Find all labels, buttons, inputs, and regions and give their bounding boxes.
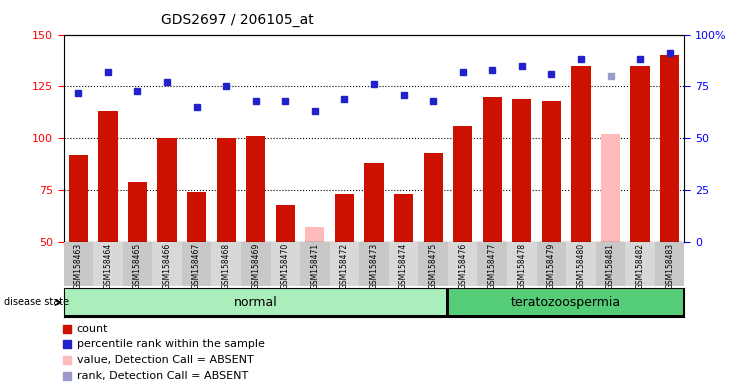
Text: GSM158465: GSM158465	[133, 243, 142, 290]
Bar	[566, 242, 595, 286]
Bar	[507, 242, 536, 286]
Bar	[394, 194, 413, 242]
Bar	[157, 138, 177, 242]
Bar	[601, 134, 620, 242]
Text: GSM158470: GSM158470	[280, 243, 289, 290]
Bar	[271, 242, 300, 286]
Text: GSM158478: GSM158478	[518, 243, 527, 290]
Text: disease state: disease state	[4, 297, 69, 308]
Bar	[389, 242, 418, 286]
Text: GSM158472: GSM158472	[340, 243, 349, 290]
Text: GSM158471: GSM158471	[310, 243, 319, 290]
Bar	[98, 111, 117, 242]
Text: GSM158479: GSM158479	[547, 243, 556, 290]
Bar	[359, 242, 389, 286]
Bar	[187, 192, 206, 242]
Text: rank, Detection Call = ABSENT: rank, Detection Call = ABSENT	[76, 371, 248, 381]
Bar	[448, 242, 477, 286]
Bar	[153, 242, 182, 286]
Bar	[94, 242, 123, 286]
Text: GSM158468: GSM158468	[221, 243, 230, 290]
Bar	[330, 242, 359, 286]
Text: GSM158480: GSM158480	[577, 243, 586, 290]
Text: GSM158463: GSM158463	[74, 243, 83, 290]
Bar	[595, 242, 625, 286]
Bar	[241, 242, 271, 286]
Text: GSM158473: GSM158473	[370, 243, 378, 290]
Bar	[660, 55, 679, 242]
Bar	[536, 242, 566, 286]
Bar	[69, 155, 88, 242]
Bar	[65, 290, 447, 315]
Text: GSM158483: GSM158483	[665, 243, 674, 290]
Bar	[542, 101, 561, 242]
Bar	[128, 182, 147, 242]
Bar	[305, 227, 325, 242]
Bar	[654, 242, 684, 286]
Bar	[217, 138, 236, 242]
Text: GSM158482: GSM158482	[636, 243, 645, 289]
Bar	[246, 136, 266, 242]
Bar	[477, 242, 507, 286]
Bar	[418, 242, 448, 286]
Text: GSM158466: GSM158466	[162, 243, 171, 290]
Bar	[364, 163, 384, 242]
Bar	[212, 242, 241, 286]
Text: GSM158476: GSM158476	[459, 243, 468, 290]
Text: GSM158467: GSM158467	[192, 243, 201, 290]
Text: GDS2697 / 206105_at: GDS2697 / 206105_at	[161, 13, 313, 27]
Bar	[571, 66, 591, 242]
Bar	[482, 97, 502, 242]
Bar	[123, 242, 153, 286]
Text: GSM158477: GSM158477	[488, 243, 497, 290]
Bar	[512, 99, 531, 242]
Text: value, Detection Call = ABSENT: value, Detection Call = ABSENT	[76, 355, 254, 365]
Text: teratozoospermia: teratozoospermia	[511, 296, 622, 309]
Bar	[625, 242, 654, 286]
Bar	[453, 126, 472, 242]
Bar	[335, 194, 354, 242]
Bar	[64, 242, 94, 286]
Bar	[182, 242, 212, 286]
Bar	[300, 242, 330, 286]
Bar	[423, 153, 443, 242]
Text: GSM158464: GSM158464	[103, 243, 112, 290]
Bar	[631, 66, 650, 242]
Text: GSM158475: GSM158475	[429, 243, 438, 290]
Text: GSM158481: GSM158481	[606, 243, 615, 289]
Text: count: count	[76, 324, 108, 334]
Text: GSM158469: GSM158469	[251, 243, 260, 290]
Text: GSM158474: GSM158474	[399, 243, 408, 290]
Bar	[450, 290, 683, 315]
Text: normal: normal	[234, 296, 278, 309]
Text: percentile rank within the sample: percentile rank within the sample	[76, 339, 265, 349]
Bar	[276, 205, 295, 242]
